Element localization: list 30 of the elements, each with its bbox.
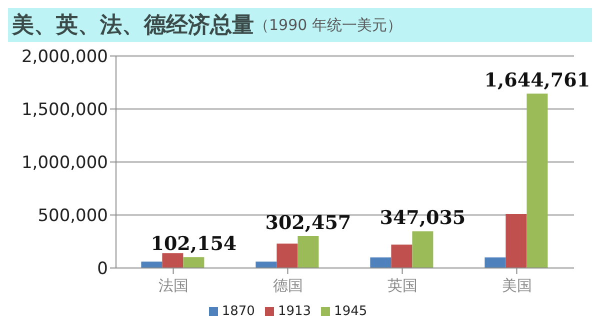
data-label: 347,035 bbox=[380, 207, 466, 230]
bar bbox=[526, 94, 548, 268]
data-label: 102,154 bbox=[150, 233, 237, 256]
x-tick-label: 美国 bbox=[502, 276, 532, 295]
bar bbox=[256, 262, 277, 268]
bar bbox=[162, 253, 184, 268]
bar bbox=[276, 244, 298, 268]
chart-subtitle: （1990 年统一美元） bbox=[254, 16, 402, 34]
x-tick-label: 法国 bbox=[158, 276, 188, 295]
y-tick-label: 1,000,000 bbox=[21, 153, 108, 174]
x-tick-label: 英国 bbox=[387, 276, 418, 295]
bar bbox=[141, 262, 162, 268]
x-tick-label: 德国 bbox=[272, 276, 303, 295]
bar bbox=[484, 257, 506, 268]
data-label: 1,644,761 bbox=[484, 70, 590, 92]
data-label: 302,457 bbox=[265, 212, 352, 234]
y-tick-label: 0 bbox=[97, 259, 108, 280]
bar bbox=[298, 236, 319, 268]
legend-label: 1870 bbox=[222, 304, 255, 319]
y-tick-label: 500,000 bbox=[38, 206, 108, 226]
y-tick-label: 1,500,000 bbox=[21, 100, 108, 120]
bar bbox=[412, 231, 434, 268]
bar bbox=[370, 257, 392, 268]
chart-title: 美、英、法、德经济总量 bbox=[12, 12, 254, 40]
legend-label: 1913 bbox=[278, 304, 312, 319]
bar bbox=[183, 257, 204, 268]
bar bbox=[391, 244, 412, 268]
y-tick-label: 2,000,000 bbox=[21, 47, 108, 68]
bar bbox=[506, 214, 527, 268]
legend-label: 1945 bbox=[334, 304, 368, 319]
